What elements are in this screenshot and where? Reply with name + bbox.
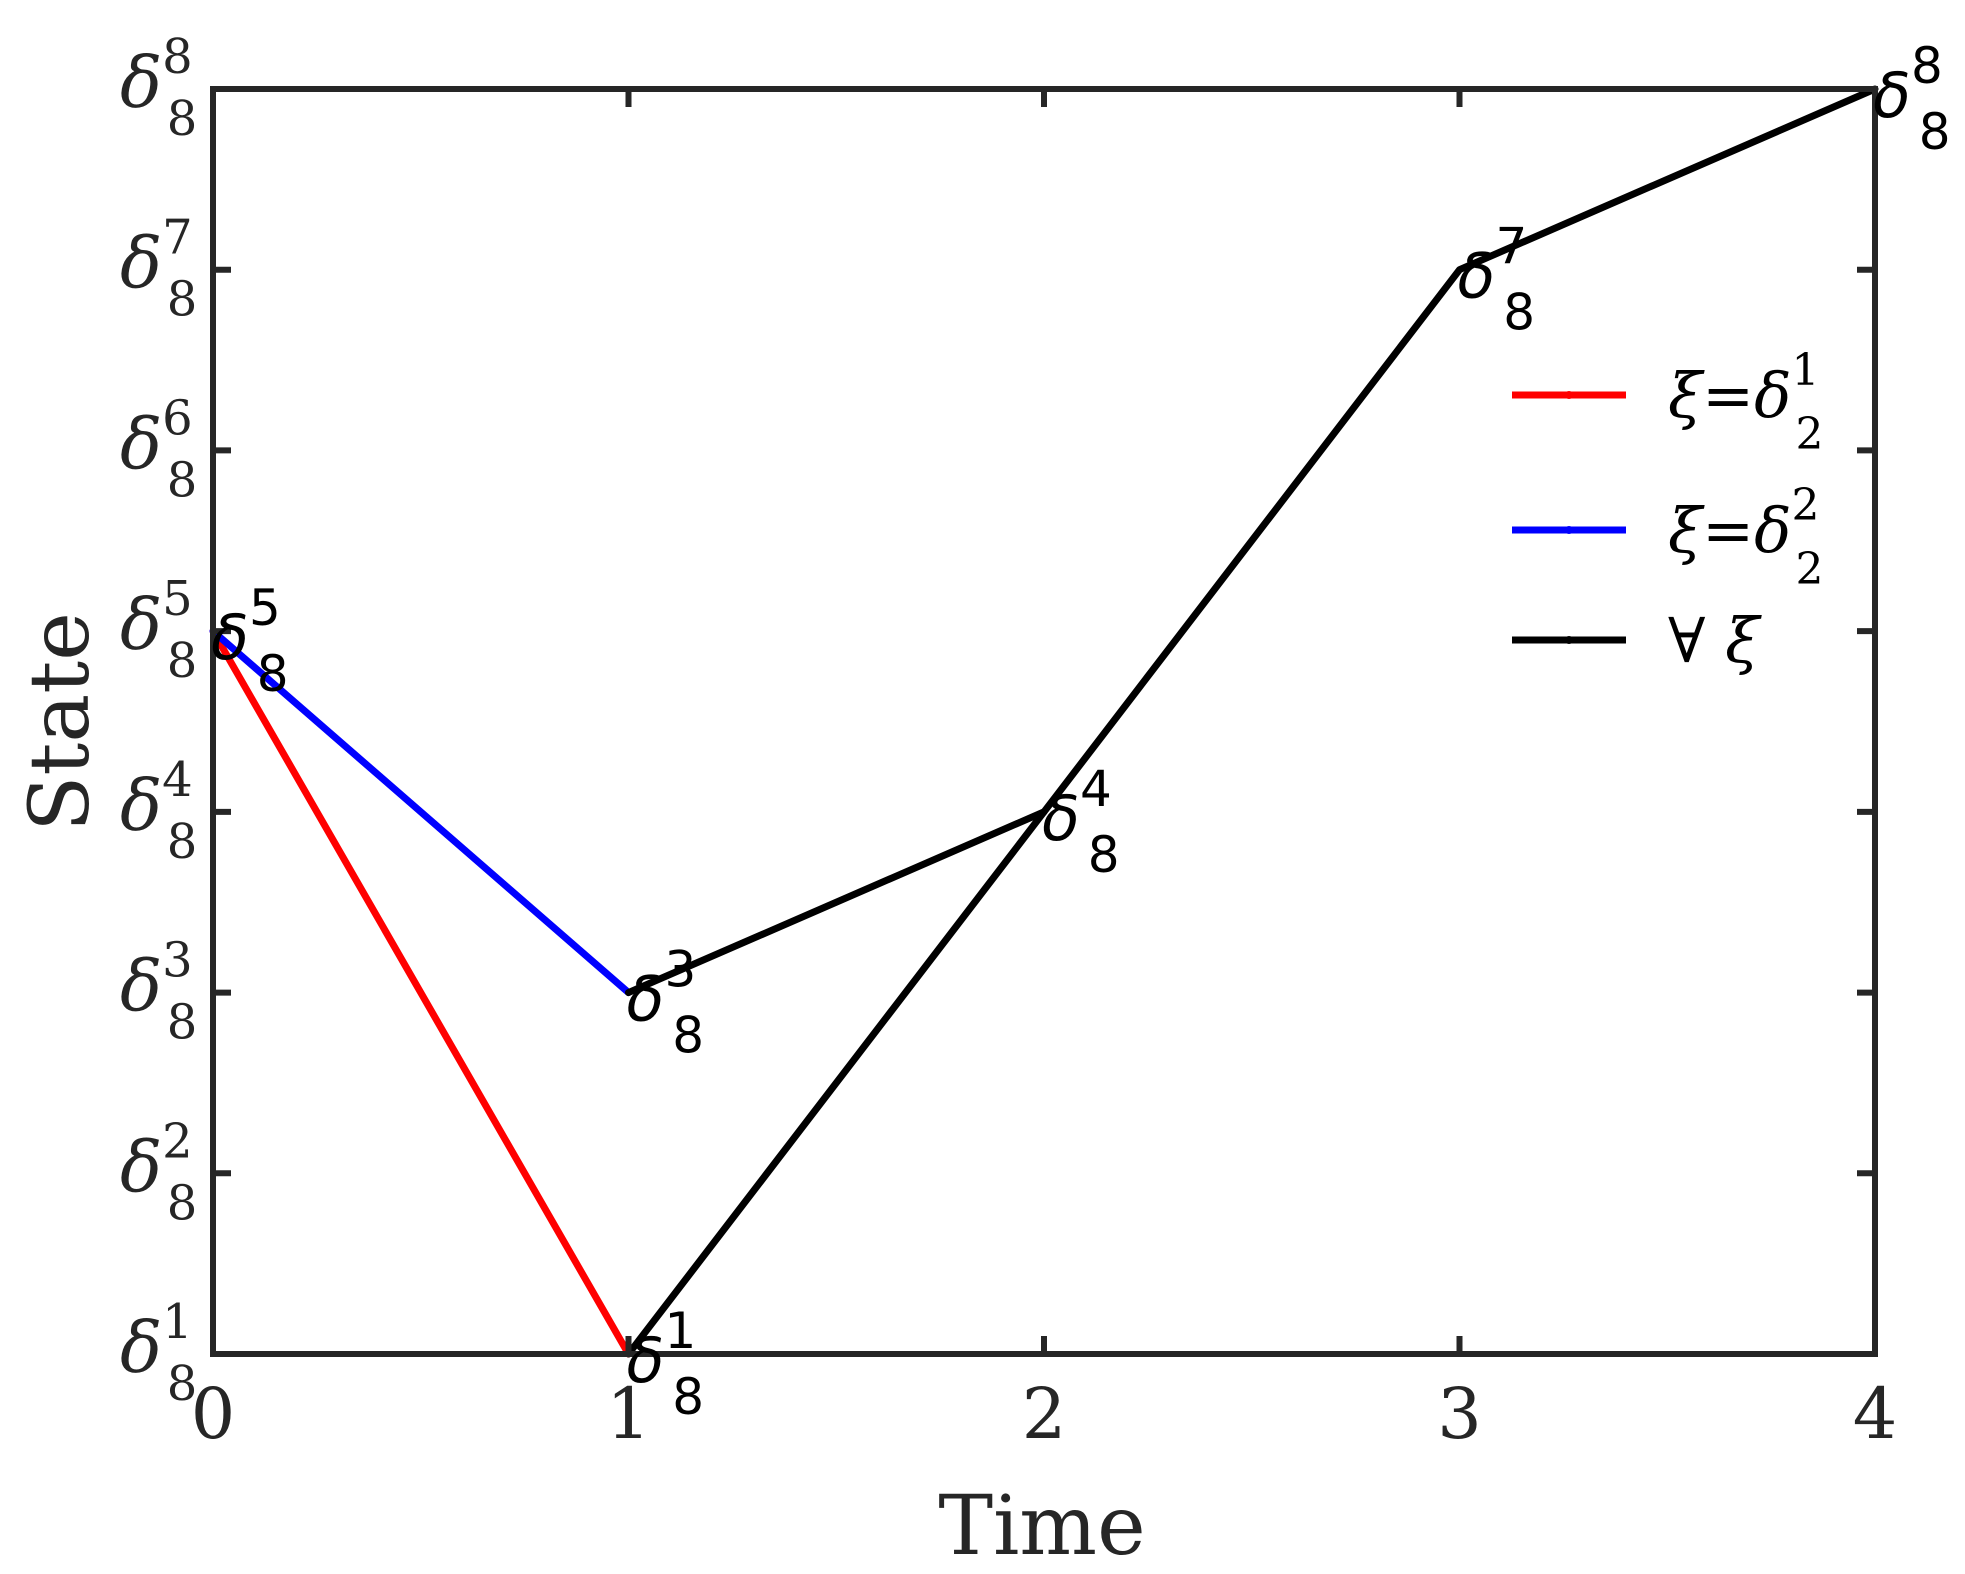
legend-marker [1565, 636, 1573, 644]
legend-marker [1565, 391, 1573, 399]
x-tick-label: 1 [606, 1373, 651, 1455]
x-tick-label: 4 [1853, 1373, 1898, 1455]
y-tick-label: δ7 8 [120, 210, 197, 328]
point-annotation: δ1 8 [627, 1302, 705, 1426]
y-tick-label: δ2 8 [120, 1113, 197, 1231]
series-layer [209, 85, 1879, 1358]
legend-marker [1565, 526, 1573, 534]
y-tick-label: δ1 8 [120, 1294, 197, 1412]
series-line-3 [625, 85, 1879, 1358]
y-tick-label: δ5 8 [120, 571, 197, 689]
point-annotation: δ8 8 [1873, 37, 1951, 161]
legend: ξ=δ1 2 ξ=δ2 2 ∀ ξ [1512, 345, 1823, 677]
plot-frame [210, 86, 1878, 1357]
y-axis-label: State [13, 612, 108, 832]
y-tick-label: δ8 8 [120, 29, 197, 147]
series-line-1 [209, 627, 632, 1358]
x-tick-label: 2 [1022, 1373, 1067, 1455]
legend-label: ξ=δ2 2 [1668, 480, 1823, 595]
series-segment-1 [625, 808, 1048, 997]
point-annotation: δ3 8 [627, 941, 705, 1065]
point-annotation: δ5 8 [211, 579, 289, 703]
legend-label: ξ=δ1 2 [1668, 345, 1823, 460]
axes-layer: 0 1 2 3 4δ1 8δ2 8δ3 8δ4 8δ5 8δ6 8δ7 8δ8 8 [120, 29, 1897, 1455]
y-tick-label: δ6 8 [120, 390, 197, 508]
x-axis-label: Time [938, 1479, 1145, 1574]
y-tick-label: δ4 8 [120, 752, 197, 870]
x-tick-label: 0 [191, 1373, 236, 1455]
point-annotation: δ7 8 [1458, 218, 1536, 342]
series-line-2 [209, 627, 632, 997]
x-tick-label: 3 [1437, 1373, 1482, 1455]
y-tick-label: δ3 8 [120, 933, 197, 1051]
annotation-layer: δ5 8 δ1 8 δ3 8 δ4 8 δ7 8 δ8 8 [211, 37, 1951, 1426]
point-annotation: δ4 8 [1042, 760, 1120, 884]
legend-label: ∀ ξ [1668, 604, 1762, 677]
